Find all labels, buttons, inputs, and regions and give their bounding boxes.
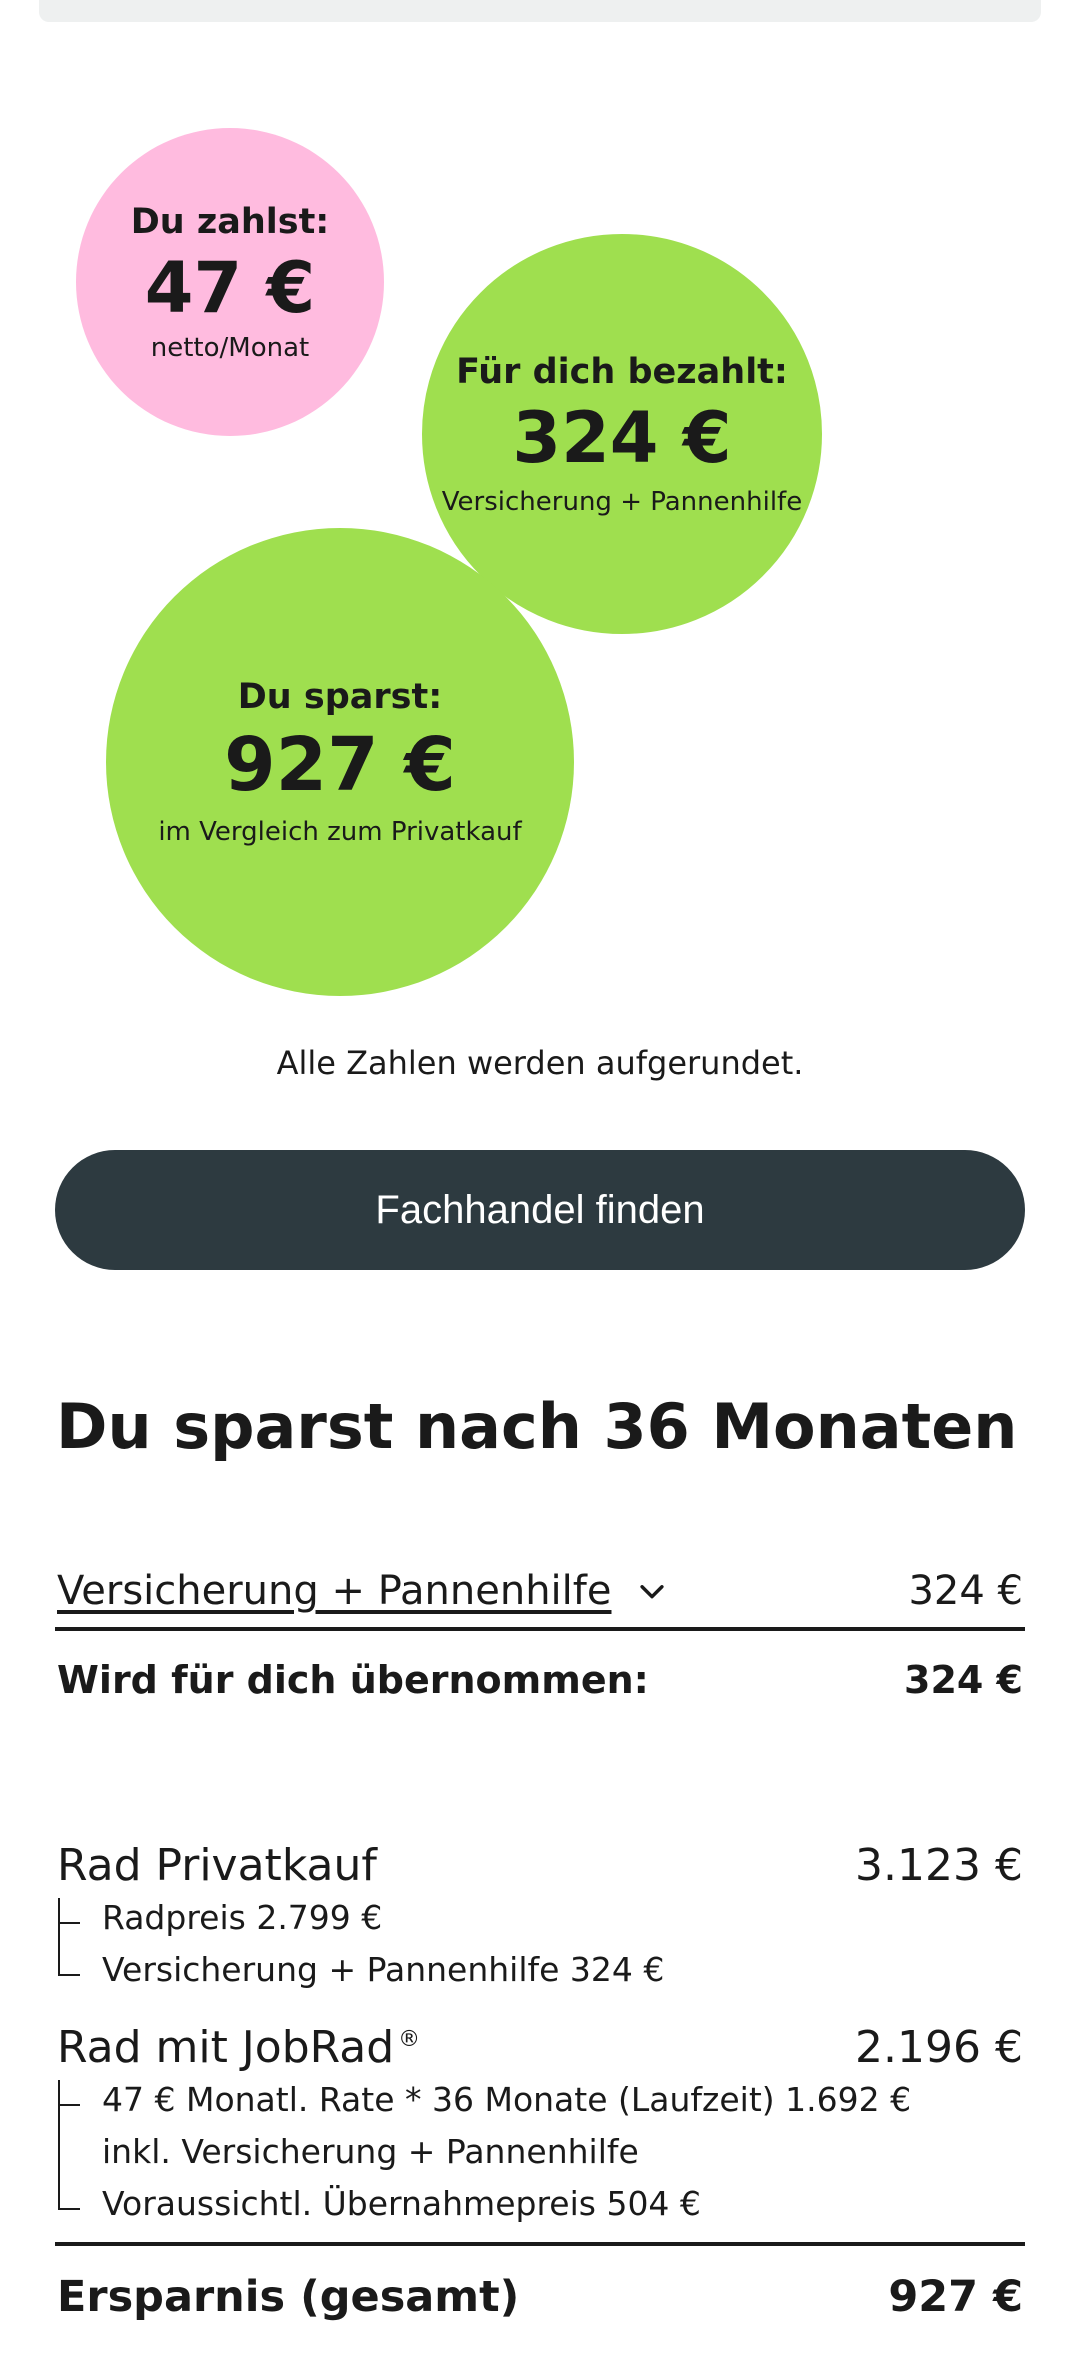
bubble-you-pay-sub: netto/Monat [150, 332, 310, 363]
insurance-row: Versicherung + Pannenhilfe 324 € [57, 1568, 1023, 1614]
insurance-toggle[interactable]: Versicherung + Pannenhilfe [57, 1568, 669, 1614]
jobrad-label: Rad mit JobRad [57, 2022, 395, 2073]
breakdown-item: inkl. Versicherung + Pannenhilfe [102, 2132, 639, 2171]
tree-line [58, 1898, 60, 1976]
private-purchase-row: Rad Privatkauf 3.123 € [57, 1840, 1023, 1891]
private-purchase-label: Rad Privatkauf [57, 1840, 377, 1891]
breakdown-item: Versicherung + Pannenhilfe 324 € [102, 1950, 665, 1989]
breakdown-item: Radpreis 2.799 € [102, 1898, 383, 1937]
bubble-you-pay-value: 47 € [144, 246, 316, 329]
total-savings-row: Ersparnis (gesamt) 927 € [57, 2272, 1023, 2322]
tree-tick [58, 1974, 80, 1976]
jobrad-value: 2.196 € [855, 2022, 1023, 2073]
bubble-you-pay: Du zahlst: 47 € netto/Monat [76, 128, 384, 436]
chevron-down-icon [640, 1585, 665, 1599]
tree-tick [58, 1922, 80, 1924]
divider-insurance [55, 1627, 1025, 1631]
bubble-you-save-sub: im Vergleich zum Privatkauf [158, 816, 522, 847]
breakdown-item: 47 € Monatl. Rate * 36 Monate (Laufzeit)… [102, 2080, 912, 2119]
divider-total [55, 2242, 1025, 2246]
section-title: Du sparst nach 36 Monaten [56, 1390, 1018, 1463]
find-dealer-button[interactable]: Fachhandel finden [55, 1150, 1025, 1270]
tree-tick [58, 2208, 80, 2210]
insurance-value: 324 € [908, 1568, 1023, 1614]
bubble-you-pay-label: Du zahlst: [130, 201, 330, 242]
total-savings-value: 927 € [888, 2272, 1023, 2322]
private-purchase-value: 3.123 € [855, 1840, 1023, 1891]
tree-line [58, 2080, 60, 2210]
registered-mark: ® [398, 2027, 421, 2053]
tree-tick [58, 2104, 80, 2106]
covered-label: Wird für dich übernommen: [57, 1658, 649, 1702]
insurance-label: Versicherung + Pannenhilfe [57, 1568, 612, 1614]
jobrad-label-group: Rad mit JobRad ® [57, 2022, 420, 2073]
bubble-you-save: Du sparst: 927 € im Vergleich zum Privat… [106, 528, 574, 996]
top-card-edge [39, 0, 1041, 22]
bubble-paid-for-you-value: 324 € [512, 396, 732, 479]
covered-value: 324 € [904, 1658, 1023, 1702]
breakdown-item: Voraussichtl. Übernahmepreis 504 € [102, 2184, 701, 2223]
bubble-you-save-label: Du sparst: [237, 677, 443, 718]
bubble-paid-for-you-label: Für dich bezahlt: [456, 351, 788, 392]
total-savings-label: Ersparnis (gesamt) [57, 2272, 520, 2322]
bubble-paid-for-you: Für dich bezahlt: 324 € Versicherung + P… [416, 228, 828, 640]
bubble-paid-for-you-sub: Versicherung + Pannenhilfe [441, 486, 803, 517]
rounding-note: Alle Zahlen werden aufgerundet. [276, 1044, 804, 1082]
jobrad-row: Rad mit JobRad ® 2.196 € [57, 2022, 1023, 2073]
bubble-you-save-value: 927 € [224, 722, 456, 809]
covered-row: Wird für dich übernommen: 324 € [57, 1658, 1023, 1702]
